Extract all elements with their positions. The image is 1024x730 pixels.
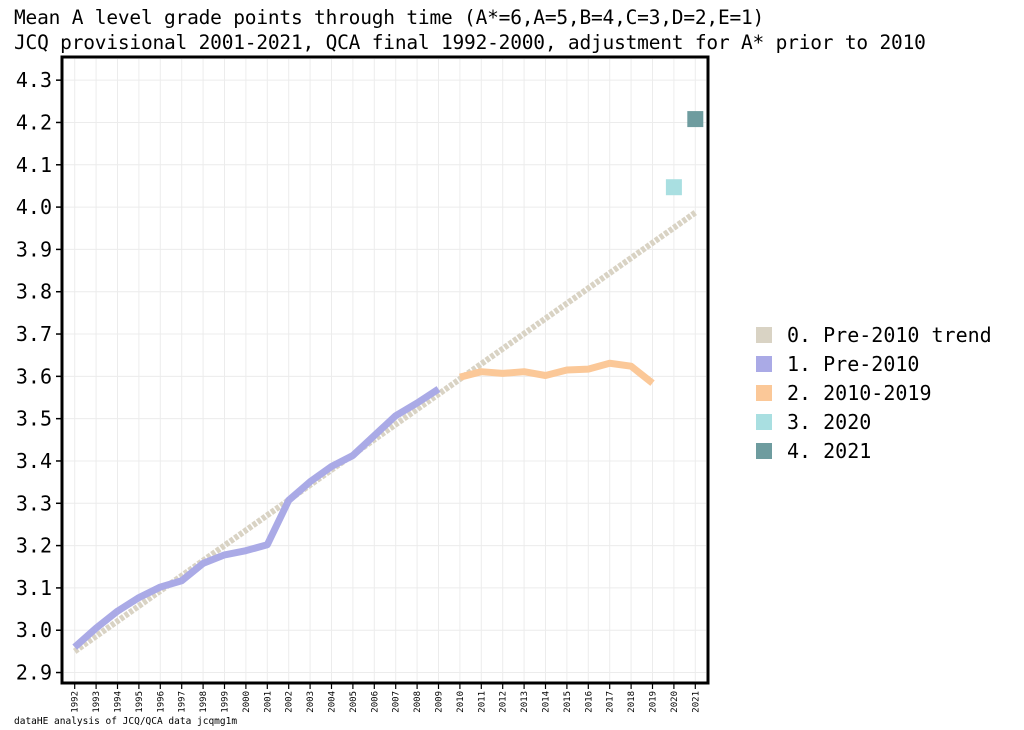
chart-subtitle: JCQ provisional 2001-2021, QCA final 199… [14,31,926,54]
y-tick-label: 3.2 [16,534,52,558]
legend-key [756,385,772,401]
grid-lines [64,59,706,681]
marker-4-2021 [687,111,704,128]
y-axis: 2.9 3.0 3.1 3.2 3.3 3.4 3.5 3.6 3.7 3.8 3.9 4.0 4.1 4… [16,68,62,685]
line-2-2010-2019 [459,359,655,386]
x-tick-label: 1998 [199,691,209,713]
x-tick-label: 2020 [670,691,680,713]
x-tick-label: 2001 [263,691,273,713]
x-tick-label: 2004 [328,691,338,713]
x-tick-label: 2019 [649,691,659,713]
y-tick-label: 3.9 [16,237,52,261]
legend-label: 4. 2021 [787,439,871,463]
y-tick-label: 3.8 [16,280,52,304]
chart-title: Mean A level grade points through time (… [14,6,765,29]
x-tick-label: 1995 [135,691,145,713]
legend: 0. Pre-2010 trend 1. Pre-2010 2. 2010-2019… [756,323,992,463]
legend-label: 0. Pre-2010 trend [787,323,992,347]
x-tick-label: 2017 [606,691,616,713]
y-tick-label: 3.7 [16,322,52,346]
source-caption: dataHE analysis of JCQ/QCA data jcqmg1m [14,716,238,727]
x-tick-label: 2016 [584,691,594,713]
y-tick-label: 4.1 [16,153,52,177]
line-1-pre-2010 [72,386,441,650]
legend-key [756,356,772,372]
x-tick-label: 2021 [691,691,701,713]
y-tick-label: 3.4 [16,449,52,473]
y-tick-label: 3.6 [16,364,52,388]
x-axis: 1992 1993 1994 1995 1996 1997 1998 1999 2000 2001… [71,684,701,713]
x-tick-label: 2014 [542,691,552,713]
y-tick-label: 4.0 [16,195,52,219]
x-tick-label: 1999 [221,691,231,713]
y-tick-label: 3.3 [16,491,52,515]
plot-frame [60,55,710,685]
x-tick-label: 2018 [627,691,637,713]
x-tick-label: 2000 [242,691,252,713]
x-tick-label: 2006 [370,691,380,713]
y-tick-label: 4.3 [16,68,52,92]
legend-label: 3. 2020 [787,410,871,434]
x-tick-label: 2008 [413,691,423,713]
x-tick-label: 1993 [92,691,102,713]
x-tick-label: 2015 [563,691,573,713]
y-tick-label: 2.9 [16,661,52,685]
legend-key [756,443,772,459]
legend-key [756,414,772,430]
x-tick-label: 2003 [306,691,316,713]
y-tick-label: 3.1 [16,576,52,600]
marker-3-2020 [665,179,682,196]
x-tick-label: 1992 [71,691,81,713]
x-tick-label: 2011 [477,691,487,713]
x-tick-label: 2012 [499,691,509,713]
y-tick-label: 3.0 [16,618,52,642]
x-tick-label: 1997 [178,691,188,713]
y-tick-label: 3.5 [16,407,52,431]
x-tick-label: 2013 [520,691,530,713]
x-tick-label: 2010 [456,691,466,713]
x-tick-label: 1996 [156,691,166,713]
legend-label: 1. Pre-2010 [787,352,919,376]
y-tick-label: 4.2 [16,110,52,134]
legend-label: 2. 2010-2019 [787,381,932,405]
x-tick-label: 2007 [392,691,402,713]
chart-series [72,111,704,654]
legend-key [756,327,772,343]
x-tick-label: 2002 [285,691,295,713]
x-tick-label: 2005 [349,691,359,713]
x-tick-label: 1994 [114,691,124,713]
x-tick-label: 2009 [435,691,445,713]
